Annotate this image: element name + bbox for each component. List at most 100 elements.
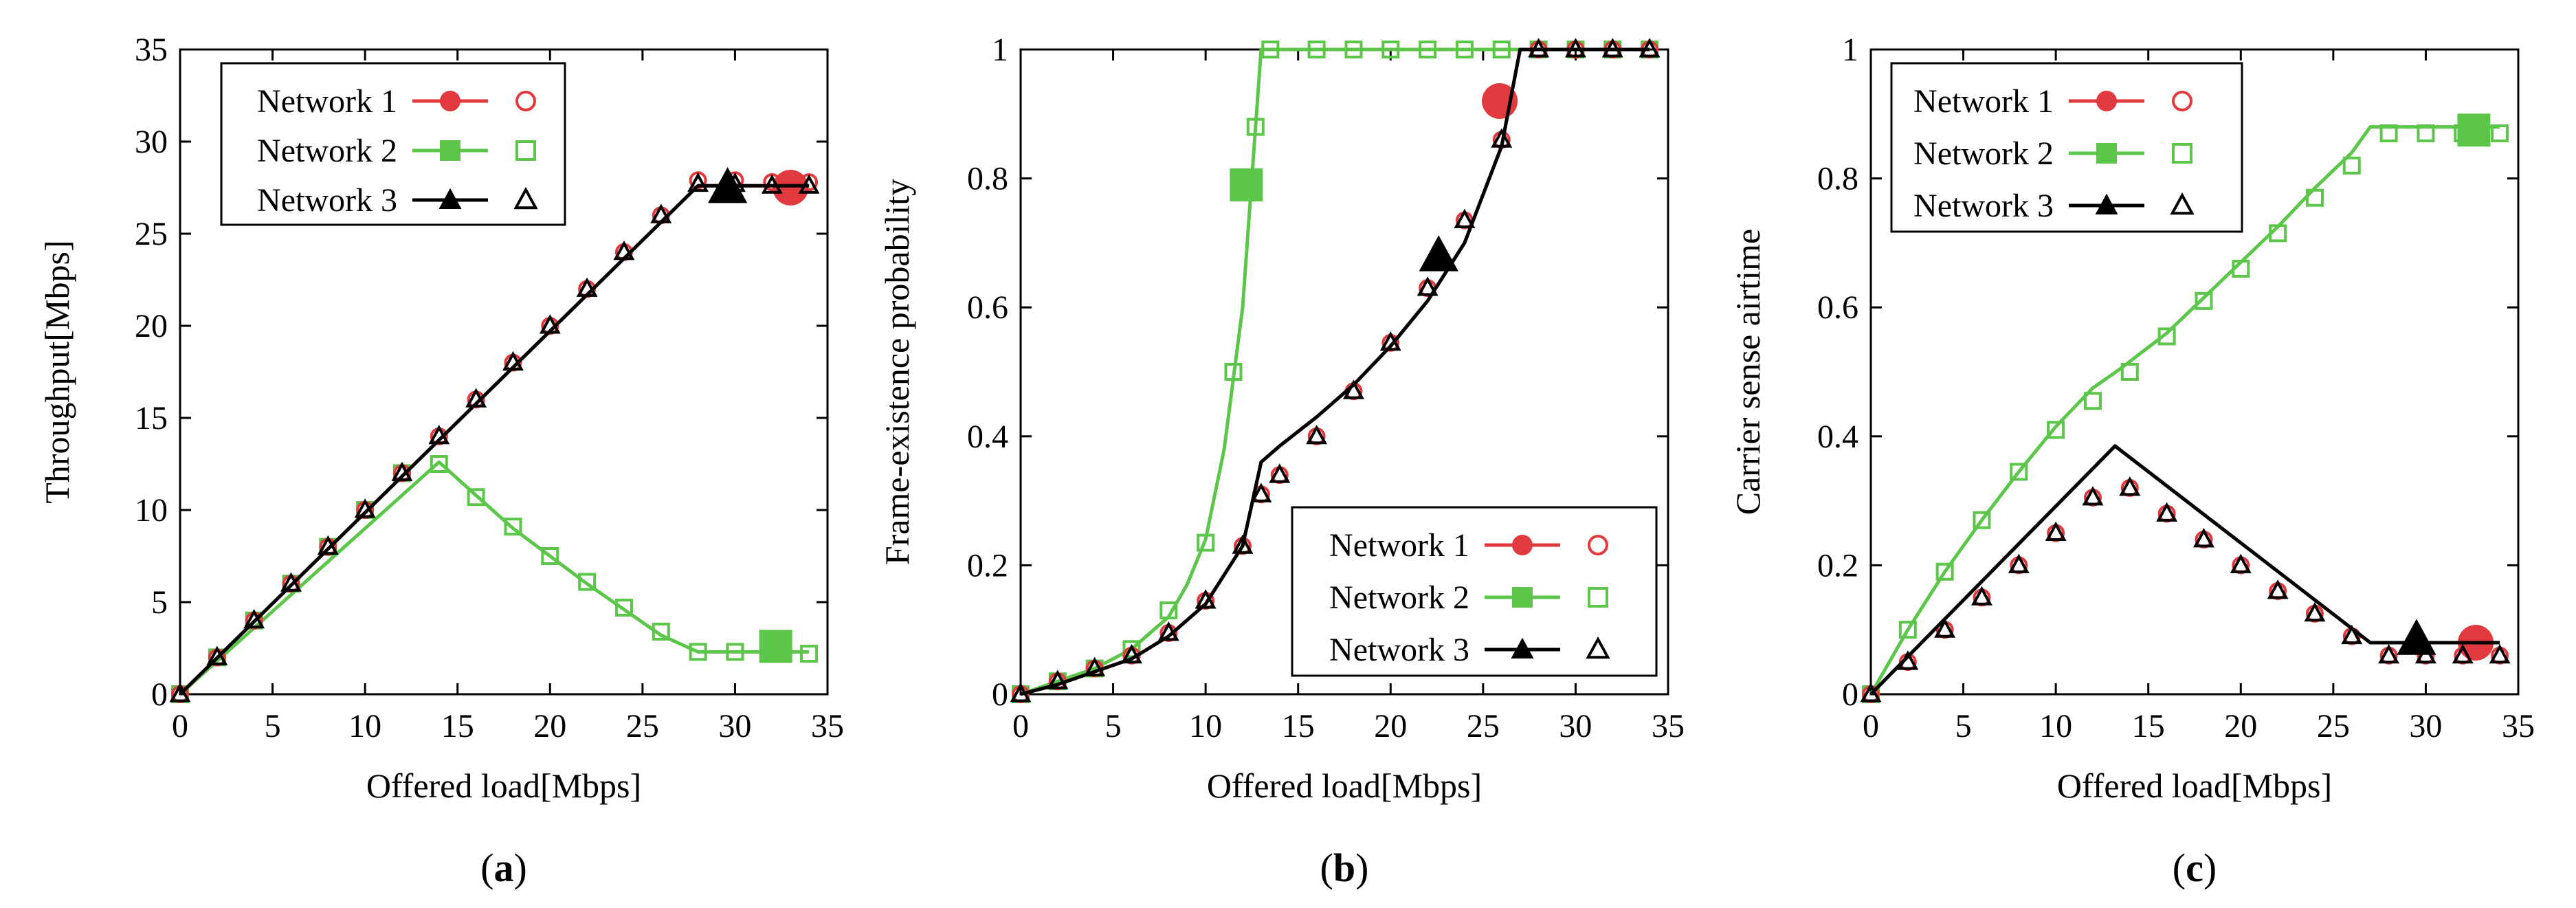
legend-marker-filled-network-2	[2096, 143, 2117, 164]
panel-label-c: (c)	[2173, 845, 2217, 890]
sim-point-network-2	[800, 645, 819, 663]
series-network-2-c	[1862, 113, 2509, 703]
sim-point-network-2	[541, 547, 559, 565]
legend-marker-filled-network-2	[440, 140, 460, 161]
legend-marker-open-network-2	[2172, 143, 2192, 164]
legend-label-network-3: Network 3	[257, 182, 397, 219]
sim-point-network-3	[2230, 553, 2252, 573]
sim-point-network-3	[798, 174, 820, 194]
sim-point-network-2	[614, 599, 633, 617]
chart-c: 0 5 10 15 20 25 30 35 0 0.2 0.4 0.6 0.8 1 Offered loa…	[1729, 32, 2535, 890]
sim-point-network-3	[2008, 553, 2030, 573]
highlight-marker-network-3	[1419, 235, 1458, 272]
sim-point-network-2	[1159, 601, 1178, 620]
x-tick-label: 35	[1652, 708, 1685, 744]
sim-point-network-3	[1250, 483, 1272, 502]
x-axis-label-b: Offered load[Mbps]	[1207, 766, 1482, 805]
sim-point-network-2	[1455, 41, 1474, 58]
x-tick-label: 15	[2132, 708, 2165, 744]
series-network-1-c	[1862, 444, 2509, 703]
x-tick-label: 30	[718, 708, 751, 744]
sim-point-network-2	[1246, 118, 1265, 136]
sim-point-network-3	[1971, 586, 1992, 606]
sim-point-network-2	[504, 518, 522, 536]
sim-point-network-3	[1417, 276, 1439, 296]
x-tick-label: 10	[1189, 708, 1222, 744]
analysis-line-network-3	[1869, 444, 2500, 696]
y-axis-label-a: Throughput[Mbps]	[38, 240, 76, 503]
sim-point-network-2	[1344, 41, 1363, 58]
sim-point-network-3	[465, 388, 487, 408]
legend-marker-open-network-1	[515, 91, 536, 111]
sim-point-network-2	[2157, 327, 2176, 346]
x-tick-label: 35	[811, 708, 844, 744]
legend-marker-filled-network-1	[440, 91, 460, 111]
sim-point-network-3	[2304, 601, 2326, 622]
legend-label-network-3: Network 3	[1329, 632, 1469, 668]
highlight-marker-network-2	[1230, 168, 1263, 201]
analysis-line-network-3	[1020, 47, 1650, 696]
legend-label-network-2: Network 2	[1913, 135, 2054, 172]
sim-point-network-2	[2232, 259, 2250, 278]
plot-frame-c	[1869, 48, 2520, 696]
y-tick-label: 0.2	[1817, 547, 1858, 584]
y-tick-label: 0.8	[1817, 161, 1858, 197]
y-tick-label: 35	[135, 32, 168, 68]
sim-point-network-3	[1269, 463, 1291, 483]
sim-point-network-3	[1010, 683, 1032, 702]
analysis-line-network-1	[179, 184, 810, 696]
sim-point-network-3	[2378, 643, 2400, 664]
sim-point-network-2	[1122, 640, 1141, 658]
series-network-2-a	[171, 455, 819, 703]
x-tick-label: 5	[1955, 708, 1972, 744]
sim-point-network-3	[1528, 38, 1550, 58]
y-tick-label: 0.6	[1817, 289, 1858, 326]
legend-label-network-3: Network 3	[1913, 188, 2054, 224]
sim-point-network-3	[2192, 528, 2214, 548]
sim-point-network-3	[1379, 331, 1401, 351]
sim-point-network-2	[1492, 41, 1511, 58]
sim-point-network-3	[576, 277, 598, 297]
sim-point-network-2	[1224, 363, 1243, 381]
sim-point-network-3	[317, 535, 339, 555]
sim-point-network-3	[1121, 643, 1142, 664]
sim-point-network-3	[1601, 38, 1623, 58]
sim-point-network-2	[1419, 41, 1437, 58]
sim-point-network-3	[2156, 502, 2178, 522]
sim-point-network-2	[1261, 41, 1280, 58]
y-tick-label: 10	[135, 492, 168, 529]
legend-label-network-1: Network 1	[257, 83, 397, 120]
x-tick-label: 10	[2039, 708, 2072, 744]
analysis-line-network-2	[179, 460, 810, 696]
sim-point-network-2	[1935, 562, 1954, 581]
series-network-3-b	[1010, 38, 1661, 702]
sim-point-network-2	[689, 643, 707, 661]
sim-point-network-3	[1639, 38, 1661, 58]
sim-point-network-2	[578, 573, 597, 591]
highlight-marker-network-3	[708, 167, 748, 203]
legend-marker-open-network-1	[1588, 535, 1608, 555]
legend-marker-filled-network-2	[1512, 587, 1533, 608]
x-tick-label: 25	[2317, 708, 2350, 744]
y-tick-label: 1	[992, 32, 1008, 68]
sim-point-network-3	[1897, 650, 1919, 670]
sim-point-network-3	[1232, 534, 1254, 554]
legend-marker-open-network-3	[513, 186, 538, 210]
sim-point-network-3	[1157, 621, 1179, 641]
sim-point-network-3	[650, 203, 672, 223]
highlight-marker-network-3	[2397, 619, 2436, 655]
sim-point-network-3	[280, 572, 302, 592]
x-tick-label: 5	[265, 708, 281, 744]
legend-marker-open-network-2	[515, 140, 536, 161]
sim-point-network-3	[2045, 521, 2067, 541]
panel-label-a: (a)	[480, 845, 527, 890]
analysis-line-network-1	[1869, 444, 2500, 696]
y-tick-label: 0.8	[967, 161, 1008, 197]
sim-point-network-2	[2195, 291, 2213, 310]
y-axis-label-c: Carrier sense airtime	[1729, 229, 1767, 515]
sim-point-network-3	[1934, 618, 1956, 638]
series-network-1-a	[171, 170, 819, 703]
sim-point-network-3	[2341, 624, 2363, 645]
sim-point-network-3	[1195, 589, 1217, 609]
sim-point-network-3	[1860, 683, 1882, 702]
